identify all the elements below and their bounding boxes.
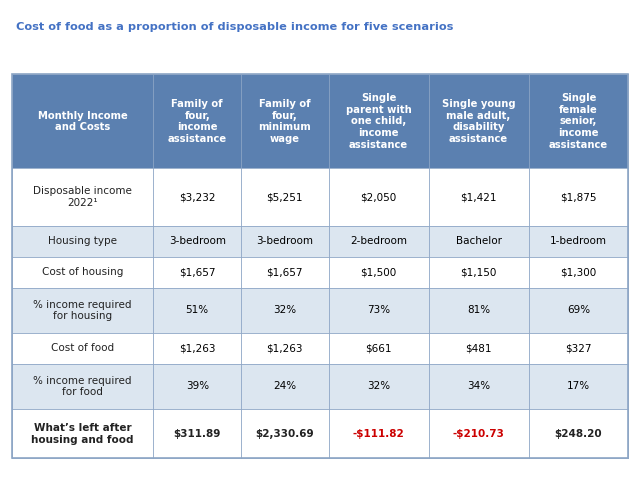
Text: $481: $481 bbox=[465, 343, 492, 353]
Text: $661: $661 bbox=[365, 343, 392, 353]
Text: Family of
four,
minimum
wage: Family of four, minimum wage bbox=[259, 99, 311, 144]
Text: 2-bedroom: 2-bedroom bbox=[350, 237, 407, 246]
Text: $1,263: $1,263 bbox=[267, 343, 303, 353]
Text: 69%: 69% bbox=[567, 305, 590, 315]
Text: 17%: 17% bbox=[567, 382, 590, 391]
Text: $2,330.69: $2,330.69 bbox=[255, 429, 314, 439]
Text: 24%: 24% bbox=[273, 382, 296, 391]
Text: $1,657: $1,657 bbox=[267, 267, 303, 277]
Text: 51%: 51% bbox=[186, 305, 209, 315]
Text: Cost of food as a proportion of disposable income for five scenarios: Cost of food as a proportion of disposab… bbox=[16, 22, 453, 32]
Text: $1,875: $1,875 bbox=[560, 192, 596, 202]
Text: -$210.73: -$210.73 bbox=[452, 429, 504, 439]
Text: 73%: 73% bbox=[367, 305, 390, 315]
Text: -$111.82: -$111.82 bbox=[353, 429, 404, 439]
Text: $1,150: $1,150 bbox=[460, 267, 497, 277]
Text: 39%: 39% bbox=[186, 382, 209, 391]
Text: $248.20: $248.20 bbox=[555, 429, 602, 439]
Text: Single young
male adult,
disability
assistance: Single young male adult, disability assi… bbox=[442, 99, 515, 144]
Text: Single
parent with
one child,
income
assistance: Single parent with one child, income ass… bbox=[346, 93, 412, 150]
Text: $2,050: $2,050 bbox=[360, 192, 397, 202]
Text: $5,251: $5,251 bbox=[267, 192, 303, 202]
Text: Single
female
senior,
income
assistance: Single female senior, income assistance bbox=[549, 93, 608, 150]
Text: $1,421: $1,421 bbox=[460, 192, 497, 202]
Text: $1,263: $1,263 bbox=[179, 343, 216, 353]
Text: Cost of housing: Cost of housing bbox=[42, 267, 123, 277]
Text: 34%: 34% bbox=[467, 382, 490, 391]
Text: $1,657: $1,657 bbox=[179, 267, 216, 277]
Text: Family of
four,
income
assistance: Family of four, income assistance bbox=[168, 99, 227, 144]
Text: What’s left after
housing and food: What’s left after housing and food bbox=[31, 423, 134, 444]
Text: 32%: 32% bbox=[367, 382, 390, 391]
Text: 32%: 32% bbox=[273, 305, 296, 315]
Text: Housing type: Housing type bbox=[48, 237, 117, 246]
Text: $1,500: $1,500 bbox=[360, 267, 397, 277]
Text: $327: $327 bbox=[565, 343, 592, 353]
Text: Bachelor: Bachelor bbox=[456, 237, 502, 246]
Text: 3-bedroom: 3-bedroom bbox=[169, 237, 226, 246]
Text: 81%: 81% bbox=[467, 305, 490, 315]
Text: Monthly Income
and Costs: Monthly Income and Costs bbox=[38, 111, 127, 132]
Text: Disposable income
2022¹: Disposable income 2022¹ bbox=[33, 186, 132, 208]
Text: $3,232: $3,232 bbox=[179, 192, 216, 202]
Text: 3-bedroom: 3-bedroom bbox=[257, 237, 314, 246]
Text: $311.89: $311.89 bbox=[173, 429, 221, 439]
Text: % income required
for housing: % income required for housing bbox=[33, 300, 132, 321]
Text: % income required
for food: % income required for food bbox=[33, 376, 132, 397]
Text: $1,300: $1,300 bbox=[561, 267, 596, 277]
Text: Cost of food: Cost of food bbox=[51, 343, 114, 353]
Text: 1-bedroom: 1-bedroom bbox=[550, 237, 607, 246]
